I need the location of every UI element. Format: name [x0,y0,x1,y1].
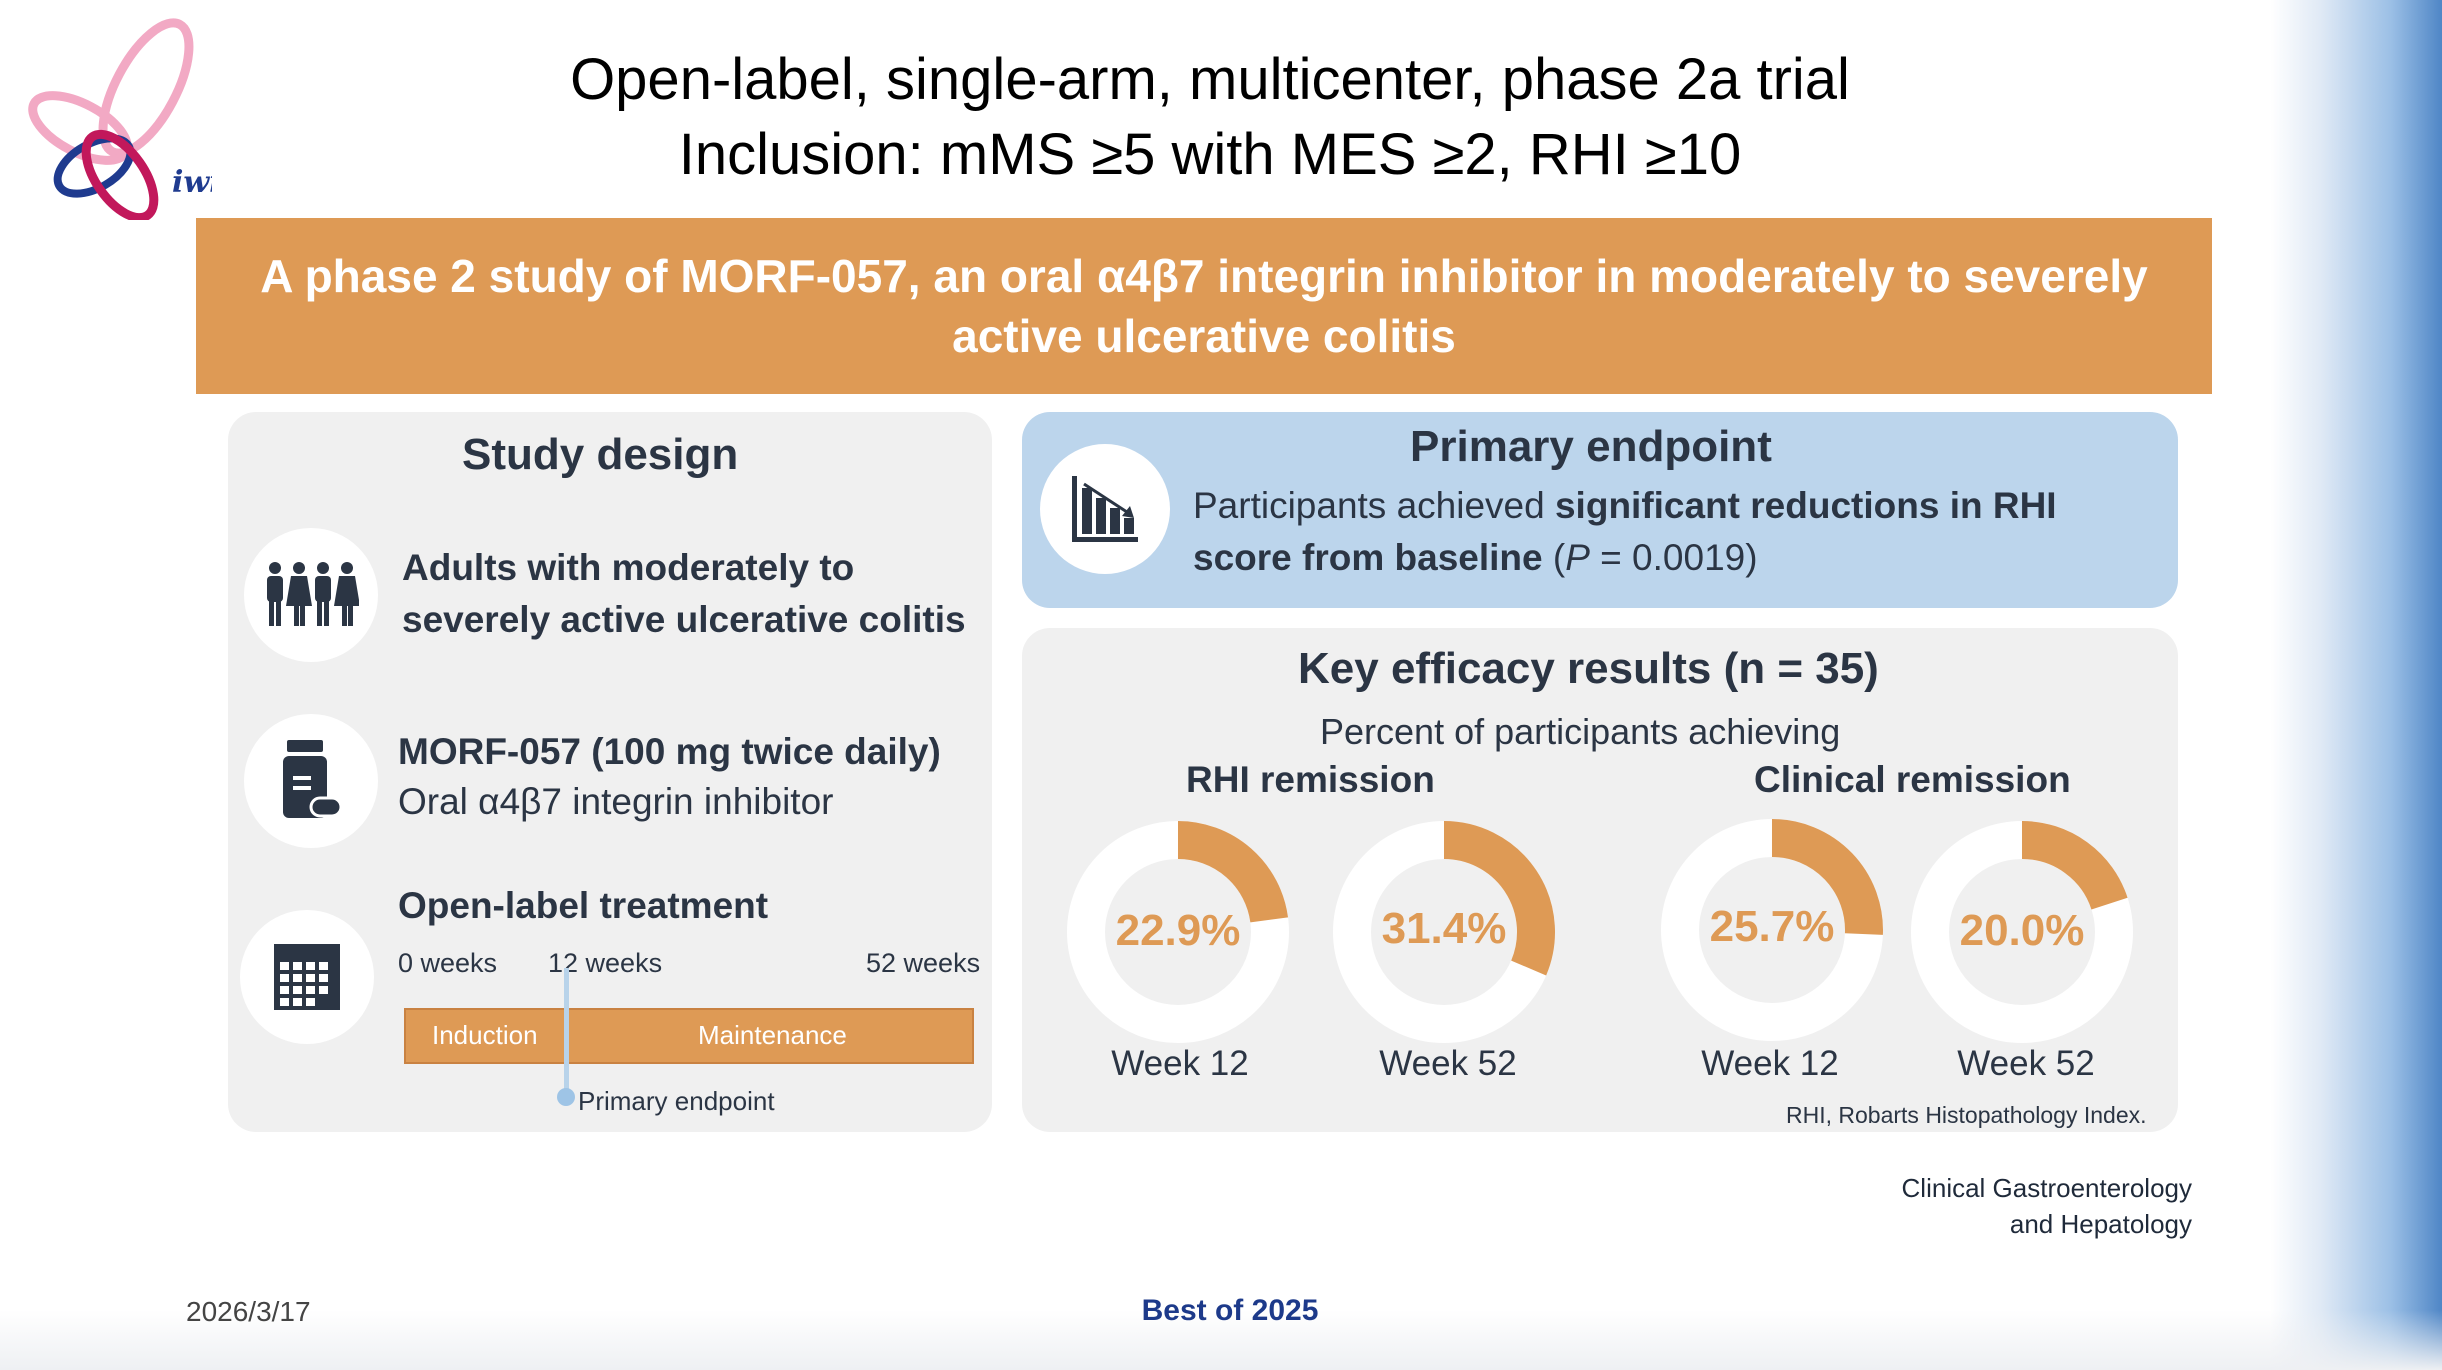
key-results-subheading: Percent of participants achieving [1320,711,1841,752]
timeline-marker-label: Primary endpoint [578,1086,775,1116]
donut-week-2: Week 52 [1379,1044,1517,1083]
donut-value-3: 25.7% [1709,902,1835,951]
donut-arc-1 [1177,821,1289,924]
primary-endpoint-text: Participants achieved significant reduct… [1193,480,2153,584]
people-icon-circle [244,528,378,662]
donut-week-1: Week 12 [1111,1044,1249,1083]
drug-line-1: MORF-057 (100 mg twice daily) [398,731,941,772]
calendar-icon-circle [240,910,374,1044]
people-icon [267,562,359,626]
title-line-1: Open-label, single-arm, multicenter, pha… [570,47,1850,112]
primary-endpoint-panel [1022,412,2178,608]
primary-paren: ( [1542,537,1566,578]
right-gradient-band [2270,0,2442,1370]
population-line-2: severely active ulcerative colitis [402,599,966,640]
group-rhi-remission: RHI remission [1186,759,1435,800]
timeline-week-52: 52 weeks [866,948,981,978]
calendar-icon [274,944,340,1010]
timeline-maintenance: Maintenance [698,1020,847,1050]
chart-icon-circle [1040,444,1170,574]
iwi-logo: iwi [22,10,221,223]
donut-arc-2 [1443,821,1555,976]
bottom-fade [0,1310,2442,1370]
source-line-2: and Hepatology [2009,1209,2192,1239]
study-banner: A phase 2 study of MORF-057, an oral α4β… [196,218,2212,394]
group-clinical-remission: Clinical remission [1754,759,2071,800]
title-line-2: Inclusion: mMS ≥5 with MES ≥2, RHI ≥10 [678,122,1742,187]
timeline-bar [404,1008,974,1064]
journal-source: Clinical Gastroenterology and Hepatology [1780,1170,2192,1242]
timeline-week-0: 0 weeks [398,948,498,978]
pill-bottle-icon-circle [244,714,378,848]
donut-value-2: 31.4% [1381,904,1507,953]
timeline-marker-line [564,968,569,1096]
rhi-footnote: RHI, Robarts Histopathology Index. [1786,1102,2147,1128]
declining-chart-icon [1072,476,1138,542]
logo-text: iwi [172,165,212,200]
timeline-marker-dot [557,1088,575,1106]
key-results-panel [1022,628,2178,1132]
donut-rhi-week52 [1333,821,1555,1043]
p-label: P [1565,537,1590,578]
primary-endpoint-heading: Primary endpoint [1410,422,1772,471]
treatment-heading: Open-label treatment [398,885,769,926]
primary-text-prefix: Participants achieved [1193,485,1555,526]
banner-text: A phase 2 study of MORF-057, an oral α4β… [260,250,2148,362]
donut-week-4: Week 52 [1957,1044,2095,1083]
donut-value-1: 22.9% [1115,906,1241,955]
footer-title: Best of 2025 [1141,1294,1319,1327]
donut-clinical-week52 [1911,821,2133,1043]
donut-arc-4 [2021,821,2128,911]
study-design-heading: Study design [462,430,739,479]
drug-line-2: Oral α4β7 integrin inhibitor [398,781,834,822]
source-line-1: Clinical Gastroenterology [1901,1173,2192,1203]
donut-arc-3 [1771,819,1883,935]
footer-date: 2026/3/17 [186,1296,311,1327]
timeline-induction: Induction [432,1020,538,1050]
donut-week-3: Week 12 [1701,1044,1839,1083]
pill-bottle-icon [283,740,341,818]
donut-rhi-week12 [1067,821,1289,1043]
primary-text-bold-1: significant reductions in RHI [1554,485,2057,526]
primary-text-bold-2: score from baseline [1193,537,1543,578]
key-results-heading: Key efficacy results (n = 35) [1298,644,1879,693]
slide-title: Open-label, single-arm, multicenter, pha… [300,42,2120,192]
p-value: = 0.0019) [1589,537,1758,578]
donut-clinical-week12 [1661,819,1883,1041]
donut-value-4: 20.0% [1959,906,2085,955]
population-line-1: Adults with moderately to [402,547,855,588]
